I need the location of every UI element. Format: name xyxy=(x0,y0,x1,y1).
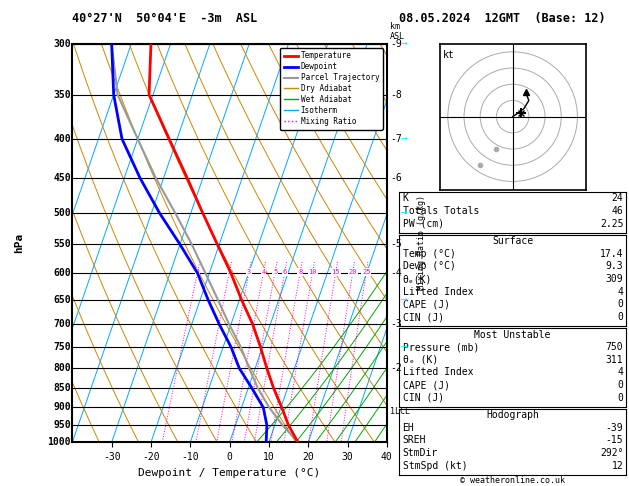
Text: K: K xyxy=(403,193,408,204)
Text: →: → xyxy=(401,208,408,218)
Text: 8: 8 xyxy=(298,269,303,275)
Text: 1: 1 xyxy=(196,269,200,275)
Text: 350: 350 xyxy=(53,90,71,100)
Text: 4: 4 xyxy=(618,367,623,378)
Text: 0: 0 xyxy=(618,312,623,322)
Text: →: → xyxy=(401,342,408,352)
Text: PW (cm): PW (cm) xyxy=(403,219,443,229)
Text: km
ASL: km ASL xyxy=(390,22,405,41)
Text: -6: -6 xyxy=(390,173,402,183)
Text: →: → xyxy=(401,295,408,305)
Text: -9: -9 xyxy=(390,39,402,49)
Text: Temp (°C): Temp (°C) xyxy=(403,249,455,259)
Text: 4: 4 xyxy=(618,287,623,297)
Text: θₑ(K): θₑ(K) xyxy=(403,274,432,284)
Text: Hodograph: Hodograph xyxy=(486,410,539,420)
Text: 1000: 1000 xyxy=(47,437,71,447)
Text: 5: 5 xyxy=(273,269,277,275)
Text: →: → xyxy=(401,134,408,144)
Text: 600: 600 xyxy=(53,268,71,278)
Text: StmDir: StmDir xyxy=(403,448,438,458)
Text: 12: 12 xyxy=(611,461,623,471)
Text: 25: 25 xyxy=(362,269,370,275)
Text: 700: 700 xyxy=(53,319,71,329)
Text: 0: 0 xyxy=(618,393,623,403)
Text: 292°: 292° xyxy=(600,448,623,458)
Text: 2.25: 2.25 xyxy=(600,219,623,229)
Text: θₑ (K): θₑ (K) xyxy=(403,355,438,365)
Text: 4: 4 xyxy=(262,269,265,275)
Text: Lifted Index: Lifted Index xyxy=(403,367,473,378)
Text: -4: -4 xyxy=(390,268,402,278)
X-axis label: Dewpoint / Temperature (°C): Dewpoint / Temperature (°C) xyxy=(138,468,321,478)
Text: Lifted Index: Lifted Index xyxy=(403,287,473,297)
Text: CAPE (J): CAPE (J) xyxy=(403,380,450,390)
Text: 400: 400 xyxy=(53,134,71,144)
Text: 20: 20 xyxy=(348,269,357,275)
Text: CIN (J): CIN (J) xyxy=(403,393,443,403)
Text: 15: 15 xyxy=(331,269,340,275)
Text: -3: -3 xyxy=(390,319,402,329)
Text: 17.4: 17.4 xyxy=(600,249,623,259)
Text: 300: 300 xyxy=(53,39,71,49)
Text: 40°27'N  50°04'E  -3m  ASL: 40°27'N 50°04'E -3m ASL xyxy=(72,12,258,25)
Text: Dewp (°C): Dewp (°C) xyxy=(403,261,455,272)
Text: 750: 750 xyxy=(606,342,623,352)
Text: 311: 311 xyxy=(606,355,623,365)
Text: -8: -8 xyxy=(390,90,402,100)
Text: 08.05.2024  12GMT  (Base: 12): 08.05.2024 12GMT (Base: 12) xyxy=(399,12,606,25)
Text: StmSpd (kt): StmSpd (kt) xyxy=(403,461,467,471)
Text: -5: -5 xyxy=(390,240,402,249)
Text: 3: 3 xyxy=(247,269,251,275)
Text: SREH: SREH xyxy=(403,435,426,446)
Text: 500: 500 xyxy=(53,208,71,218)
Text: 309: 309 xyxy=(606,274,623,284)
Text: Mixing Ratio (g/kg): Mixing Ratio (g/kg) xyxy=(417,195,426,291)
Text: Totals Totals: Totals Totals xyxy=(403,206,479,216)
Legend: Temperature, Dewpoint, Parcel Trajectory, Dry Adiabat, Wet Adiabat, Isotherm, Mi: Temperature, Dewpoint, Parcel Trajectory… xyxy=(280,48,383,130)
Text: 24: 24 xyxy=(611,193,623,204)
Text: 750: 750 xyxy=(53,342,71,352)
Text: -15: -15 xyxy=(606,435,623,446)
Text: 46: 46 xyxy=(611,206,623,216)
Text: 9.3: 9.3 xyxy=(606,261,623,272)
Text: 450: 450 xyxy=(53,173,71,183)
Text: -39: -39 xyxy=(606,423,623,433)
Text: 2: 2 xyxy=(227,269,231,275)
Text: 950: 950 xyxy=(53,420,71,430)
Text: Surface: Surface xyxy=(492,236,533,246)
Text: © weatheronline.co.uk: © weatheronline.co.uk xyxy=(460,476,565,486)
Text: kt: kt xyxy=(443,50,455,60)
Text: Most Unstable: Most Unstable xyxy=(474,330,551,340)
Text: CIN (J): CIN (J) xyxy=(403,312,443,322)
Text: 1LCL: 1LCL xyxy=(390,407,410,416)
Text: 800: 800 xyxy=(53,364,71,373)
Text: CAPE (J): CAPE (J) xyxy=(403,299,450,310)
Text: 10: 10 xyxy=(308,269,317,275)
Text: 900: 900 xyxy=(53,402,71,413)
Text: 550: 550 xyxy=(53,240,71,249)
Text: -2: -2 xyxy=(390,364,402,373)
Text: 6: 6 xyxy=(282,269,287,275)
Text: Pressure (mb): Pressure (mb) xyxy=(403,342,479,352)
Text: hPa: hPa xyxy=(14,233,24,253)
Text: 650: 650 xyxy=(53,295,71,305)
Text: 0: 0 xyxy=(618,299,623,310)
Text: -7: -7 xyxy=(390,134,402,144)
Text: EH: EH xyxy=(403,423,415,433)
Text: 850: 850 xyxy=(53,383,71,394)
Text: →: → xyxy=(401,39,408,49)
Text: 0: 0 xyxy=(618,380,623,390)
